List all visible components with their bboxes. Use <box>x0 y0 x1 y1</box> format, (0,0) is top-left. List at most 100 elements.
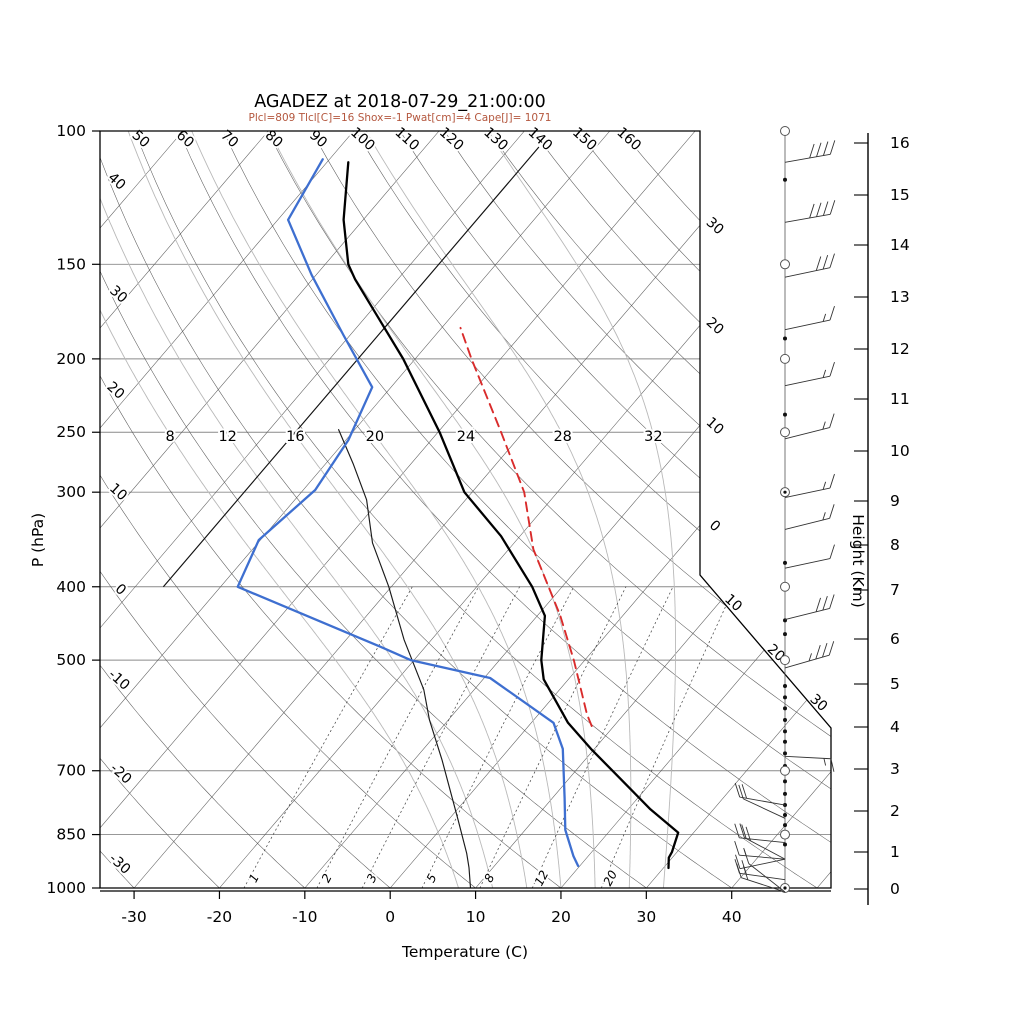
wind-mandatory-circle <box>780 581 790 592</box>
dry-adiabat-line <box>100 134 322 888</box>
wind-barb <box>784 140 836 163</box>
isotherm-line <box>731 131 831 888</box>
dry-adiabat-left-label: 40 <box>105 170 129 194</box>
height-tick-label: 1 <box>890 843 900 861</box>
isotherm-line <box>389 131 831 888</box>
wind-barb <box>738 784 786 819</box>
wind-barb <box>734 823 786 844</box>
pressure-tick-label: 150 <box>56 255 86 273</box>
wind-level-dot <box>783 791 787 796</box>
wind-barb <box>784 305 835 331</box>
pressure-tick-label: 300 <box>56 483 86 501</box>
wind-level-dot <box>783 718 787 723</box>
mixing-ratio-label: 8 <box>481 871 497 885</box>
isotherm-right-label: 0 <box>706 517 723 535</box>
wind-circle-dot <box>783 490 787 494</box>
dry-adiabat-top-label: 100 <box>347 124 378 154</box>
pressure-tick-label: 850 <box>56 826 86 844</box>
dry-adiabat-line <box>357 134 831 888</box>
dry-adiabat-top-label: 120 <box>436 124 467 154</box>
wind-level-dot <box>783 751 787 756</box>
moist-adiabat-label: 32 <box>644 429 662 445</box>
mixing-ratio-label: 3 <box>364 871 380 884</box>
wind-circle-dot <box>783 886 787 890</box>
isotherm-right-label: 10 <box>703 414 727 438</box>
pressure-tick-label: 200 <box>56 350 86 368</box>
moist-adiabat-label: 24 <box>457 429 475 445</box>
dry-adiabat-line <box>446 134 831 888</box>
height-tick-label: 8 <box>890 536 900 554</box>
isotherm-line <box>100 131 696 888</box>
isotherm-line <box>475 131 831 888</box>
wind-level-dot <box>783 813 787 818</box>
sounding-profiles <box>236 158 680 888</box>
dry-adiabat-line <box>490 134 831 888</box>
wind-level-dot <box>783 684 787 689</box>
wind-barb <box>734 859 786 881</box>
wind-mandatory-circle <box>780 353 790 364</box>
wind-level-dot <box>783 729 787 734</box>
dry-adiabat-line <box>100 134 149 888</box>
temperature-tick-label: 0 <box>385 908 395 926</box>
dry-adiabat-left-label: 10 <box>106 480 130 504</box>
wind-barb <box>784 413 835 440</box>
wind-barb <box>743 849 786 893</box>
mixing-ratio-label: 20 <box>601 868 621 888</box>
moist-adiabat-line <box>191 131 562 888</box>
mixing-ratio-line <box>600 586 736 888</box>
dry-adiabat-top-label: 150 <box>569 124 600 154</box>
wind-level-dot <box>783 779 787 784</box>
mixing-ratio-line <box>531 586 674 888</box>
pressure-tick-label: 1000 <box>47 879 86 897</box>
moist-adiabat-line <box>127 131 528 888</box>
wind-level-dot <box>783 177 787 182</box>
mixing-ratio-label: 1 <box>246 871 262 884</box>
pressure-tick-label: 500 <box>56 651 86 669</box>
height-tick-label: 14 <box>890 236 910 254</box>
wind-level-dot <box>783 560 787 565</box>
temperature-tick-label: 20 <box>551 908 571 926</box>
wind-mandatory-circle <box>780 427 790 438</box>
wind-level-dot <box>783 336 787 341</box>
pressure-tick-label: 250 <box>56 423 86 441</box>
isotherm-line <box>219 131 831 888</box>
wind-barb <box>784 473 835 499</box>
dry-adiabat-line <box>180 134 831 888</box>
isotherm-right-label: 30 <box>703 214 727 238</box>
wind-barb-panel <box>734 126 836 893</box>
temperature-tick-label: 40 <box>722 908 742 926</box>
mixing-ratio-label: 2 <box>319 871 335 884</box>
isotherm-line <box>0 131 12 888</box>
dry-adiabat-line <box>100 134 235 888</box>
moist-adiabat-label: 20 <box>366 429 384 445</box>
mixing-ratio-line <box>316 586 479 888</box>
wind-mandatory-circle <box>780 259 790 270</box>
dry-adiabat-left-label: -20 <box>107 760 135 787</box>
temperature-tick-label: 30 <box>636 908 656 926</box>
dry-adiabat-left-label: 0 <box>112 581 129 599</box>
dry-adiabat-line <box>313 134 831 888</box>
moist-adiabat-label: 12 <box>218 429 236 445</box>
wind-level-dot <box>783 739 787 744</box>
wind-level-dot <box>783 632 787 637</box>
wind-level-dot <box>783 695 787 700</box>
height-tick-label: 4 <box>890 718 900 736</box>
moist-adiabat-label: 16 <box>286 429 304 445</box>
height-tick-label: 12 <box>890 340 910 358</box>
dry-adiabat-left-label: 20 <box>103 379 127 403</box>
pressure-tick-label: 400 <box>56 578 86 596</box>
moist-adiabat-line <box>100 131 459 888</box>
temperature-tick-label: 10 <box>466 908 486 926</box>
wind-mandatory-circle <box>780 655 790 666</box>
parcel-path-curve <box>459 326 593 727</box>
dry-adiabat-line <box>579 134 831 888</box>
wind-level-dot <box>783 706 787 711</box>
isotherm-line <box>100 131 354 888</box>
wind-barb <box>784 504 835 530</box>
height-tick-label: 10 <box>890 442 910 460</box>
dry-adiabat-line <box>100 134 495 888</box>
dry-adiabat-line <box>100 134 667 888</box>
mixing-ratio-label: 5 <box>424 871 440 884</box>
dry-adiabat-top-label: 160 <box>613 124 644 154</box>
